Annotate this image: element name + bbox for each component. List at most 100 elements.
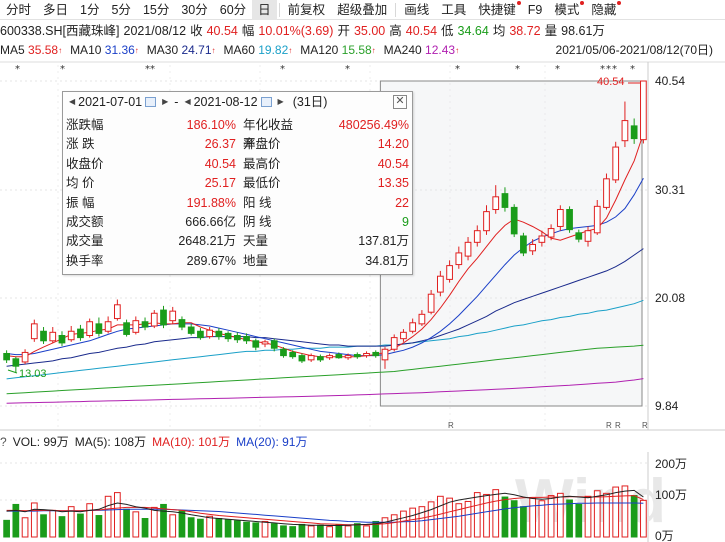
candle-up <box>529 243 537 252</box>
calendar-icon[interactable] <box>145 97 157 107</box>
vol-ma20-line <box>6 502 644 523</box>
caret-left-icon[interactable]: ◀ <box>184 97 191 106</box>
candle-up <box>67 330 75 341</box>
volume-bar-up <box>556 492 564 538</box>
high-value: 40.54 <box>405 24 438 38</box>
volume-bar-down <box>566 499 573 538</box>
volume-bar-down <box>187 517 195 538</box>
volume-bar-down <box>40 514 47 538</box>
toolbar-3[interactable]: 5分 <box>111 2 131 17</box>
vol-ma5: MA(5): 108万 <box>74 435 147 449</box>
event-star: * <box>345 64 350 75</box>
volume-bar-down <box>630 495 638 538</box>
volume-bar-up <box>261 520 269 538</box>
candle-up <box>593 205 601 234</box>
toolbar-7[interactable]: 日 <box>252 0 277 20</box>
volume-bar-up <box>593 490 601 538</box>
candle-down <box>270 340 278 349</box>
volume-bar-up <box>169 514 177 538</box>
candle-down <box>298 355 306 362</box>
stat-label: 最低价 <box>243 176 281 191</box>
candle-up <box>603 178 610 208</box>
caret-right-icon[interactable]: ▶ <box>162 97 169 106</box>
toolbar-15[interactable]: 隐藏 <box>585 0 622 20</box>
candle-up <box>261 341 269 345</box>
notification-dot <box>580 0 585 5</box>
chart-canvas[interactable]: * * * * * * * * * * * * *R R R R40.5413.0340.5430.3120.… <box>0 59 725 542</box>
volume-bar-up <box>483 493 490 538</box>
stat-label: 涨 跌 <box>66 137 95 152</box>
caret-left-icon[interactable]: ◀ <box>69 97 76 106</box>
caret-right-icon[interactable]: ▶ <box>277 97 284 106</box>
event-star: * <box>606 64 611 75</box>
stat-label: 振 幅 <box>66 195 95 210</box>
candle-down <box>123 322 130 335</box>
toolbar-2[interactable]: 1分 <box>80 2 100 17</box>
toolbar-10[interactable]: 画线 <box>404 2 430 17</box>
volume-tick: 0万 <box>655 529 674 542</box>
stat-value: 34.81万 <box>365 253 409 268</box>
stat-label: 涨跌幅 <box>66 118 104 132</box>
close-label: 收 <box>190 24 203 38</box>
help-icon[interactable]: ? <box>0 435 7 449</box>
candle-down <box>289 351 297 358</box>
candle-up <box>547 228 555 238</box>
toolbar-9[interactable]: 超级叠加 <box>337 2 388 17</box>
toolbar-separator <box>395 2 397 17</box>
price-tick: 40.54 <box>655 74 685 88</box>
toolbar-0[interactable]: 分时 <box>6 2 32 17</box>
ma60-legend: MA60 19.82↑ <box>223 43 293 57</box>
low-marker-line <box>7 369 18 374</box>
quote-row: 600338.SH[西藏珠峰] 2021/08/12 收 40.54 幅 10.01… <box>0 21 725 41</box>
ma240-line <box>6 378 644 404</box>
volume-bar-down <box>335 523 343 538</box>
volume-bar-down <box>77 513 84 538</box>
toolbar-12[interactable]: 快捷键 <box>472 0 522 20</box>
toolbar-6[interactable]: 60分 <box>219 2 247 17</box>
volume-bar-up <box>464 500 472 538</box>
end-date-field[interactable]: 2021-08-12 <box>193 95 258 109</box>
volume-legend: ? VOL: 99万 MA(5): 108万 MA(10): 101万 MA(2… <box>0 433 313 451</box>
event-star: * <box>280 64 285 75</box>
candle-up <box>446 265 453 280</box>
stats-row: 涨跌幅 186.10% 年化收益率 480256.49% <box>66 116 411 152</box>
toolbar-8[interactable]: 前复权 <box>287 2 326 17</box>
stat-value: 40.54 <box>377 156 409 171</box>
stat-label: 年化收益率 <box>243 118 294 152</box>
ma120-line <box>6 344 644 395</box>
calendar-icon[interactable] <box>260 97 272 107</box>
volume-bar-down <box>372 520 380 538</box>
toolbar-14[interactable]: 模式 <box>548 0 585 20</box>
toolbar-11[interactable]: 工具 <box>441 2 467 17</box>
ma5-legend: MA5 35.58↑ <box>0 43 63 57</box>
event-star: * <box>455 64 460 75</box>
candle-up <box>640 80 647 141</box>
price-tick: 30.31 <box>655 183 685 197</box>
high-label: 高 <box>389 24 402 38</box>
volume-bar-down <box>243 521 250 538</box>
stat-value: 22 <box>395 195 409 210</box>
toolbar-13[interactable]: F9 <box>527 2 543 17</box>
change-value: 10.01%(3.69) <box>258 24 334 38</box>
volume-bar-up <box>381 517 389 538</box>
toolbar-5[interactable]: 30分 <box>181 2 208 17</box>
candle-down <box>566 209 573 231</box>
candle-down <box>215 330 223 338</box>
candle-down <box>630 125 638 140</box>
ma-legend: MA5 35.58↑ MA10 31.36↑ MA30 24.71↑ MA60 … <box>0 41 725 59</box>
close-icon[interactable]: ✕ <box>393 95 407 109</box>
volume-bar-up <box>67 506 75 538</box>
toolbar-4[interactable]: 15分 <box>142 2 170 17</box>
toolbar-1[interactable]: 多日 <box>43 2 69 17</box>
stock-code[interactable]: 600338.SH[西藏珠峰] <box>0 24 120 38</box>
volume-bar-up <box>30 502 38 538</box>
candle-down <box>3 352 10 361</box>
stat-label: 阴 线 <box>243 214 272 229</box>
volume-bar-up <box>538 500 546 538</box>
volume-bar-up <box>150 506 158 538</box>
start-date-field[interactable]: 2021-07-01 <box>78 95 143 109</box>
volume-bar-down <box>215 518 223 538</box>
ma30-line <box>6 248 644 367</box>
notification-dot <box>617 0 622 5</box>
stat-value: 26.37 <box>204 137 236 152</box>
